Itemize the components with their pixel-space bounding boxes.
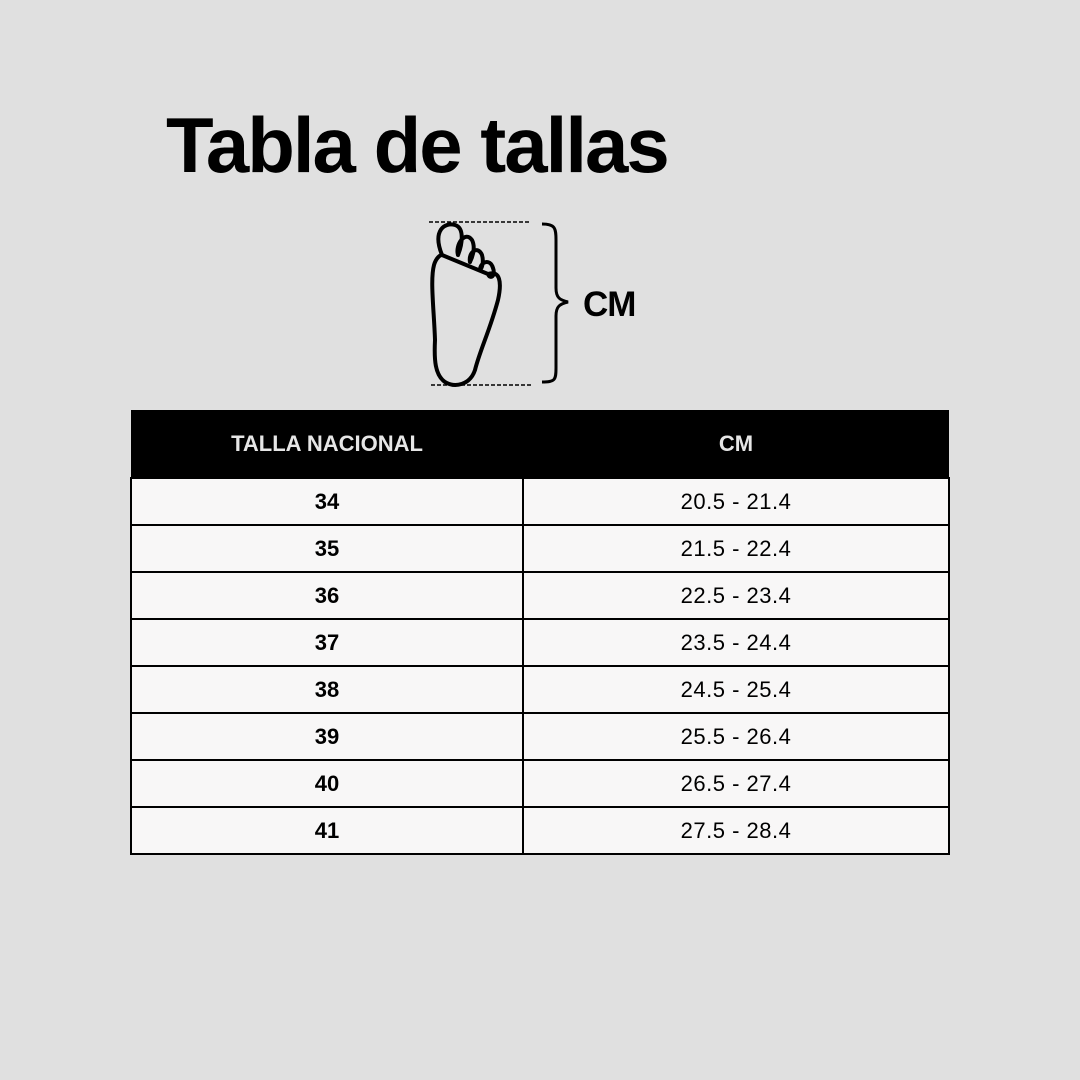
cm-cell: 21.5 - 22.4: [522, 524, 950, 573]
table-row: 36 22.5 - 23.4: [130, 571, 950, 620]
size-cell: 37: [130, 618, 524, 667]
header-talla-nacional: TALLA NACIONAL: [131, 410, 523, 478]
cm-cell: 23.5 - 24.4: [522, 618, 950, 667]
size-cell: 41: [130, 806, 524, 855]
size-table: TALLA NACIONAL CM 34 20.5 - 21.4 35 21.5 - …: [130, 410, 950, 855]
cm-cell: 24.5 - 25.4: [522, 665, 950, 714]
size-cell: 40: [130, 759, 524, 808]
measure-label: CM: [583, 285, 636, 324]
table-row: 37 23.5 - 24.4: [130, 618, 950, 667]
cm-cell: 26.5 - 27.4: [522, 759, 950, 808]
table-row: 38 24.5 - 25.4: [130, 665, 950, 714]
size-cell: 38: [130, 665, 524, 714]
table-row: 40 26.5 - 27.4: [130, 759, 950, 808]
cm-cell: 25.5 - 26.4: [522, 712, 950, 761]
table-row: 39 25.5 - 26.4: [130, 712, 950, 761]
size-cell: 39: [130, 712, 524, 761]
table-header-row: TALLA NACIONAL CM: [131, 410, 949, 478]
cm-cell: 22.5 - 23.4: [522, 571, 950, 620]
size-cell: 36: [130, 571, 524, 620]
table-row: 35 21.5 - 22.4: [130, 524, 950, 573]
cm-cell: 27.5 - 28.4: [522, 806, 950, 855]
foot-outline-icon: [429, 221, 569, 387]
page-title: Tabla de tallas: [166, 101, 670, 189]
table-row: 41 27.5 - 28.4: [130, 806, 950, 855]
size-cell: 35: [130, 524, 524, 573]
header-cm: CM: [523, 410, 949, 478]
size-cell: 34: [130, 477, 524, 526]
table-row: 34 20.5 - 21.4: [130, 477, 950, 526]
cm-cell: 20.5 - 21.4: [522, 477, 950, 526]
